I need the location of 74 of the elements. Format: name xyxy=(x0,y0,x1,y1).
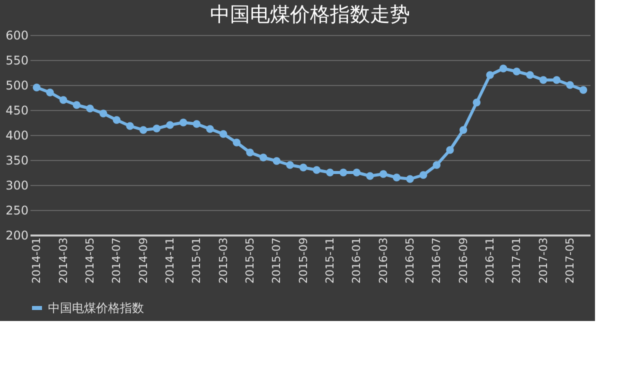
point xyxy=(339,168,348,176)
point xyxy=(406,175,414,183)
x-tick-label: 2014-09 xyxy=(136,238,150,284)
legend-label: 中国电煤价格指数 xyxy=(48,301,144,315)
point xyxy=(432,161,441,169)
point xyxy=(32,84,41,92)
y-tick-label: 600 xyxy=(6,28,28,42)
y-tick-label: 300 xyxy=(6,178,28,192)
point xyxy=(446,146,454,154)
point xyxy=(299,164,308,172)
point xyxy=(179,118,188,126)
point xyxy=(419,171,428,179)
point xyxy=(526,71,534,79)
point xyxy=(259,154,268,162)
y-tick-label: 450 xyxy=(6,104,28,118)
point xyxy=(46,88,54,96)
point xyxy=(139,126,148,134)
x-tick-label: 2017-03 xyxy=(536,238,550,284)
point xyxy=(512,68,521,76)
point xyxy=(192,120,201,128)
x-tick-label: 2014-03 xyxy=(56,238,70,284)
y-tick-label: 400 xyxy=(6,128,28,142)
x-tick-label: 2016-01 xyxy=(350,238,364,284)
point xyxy=(286,161,294,169)
point xyxy=(552,76,561,84)
point xyxy=(166,121,174,129)
x-tick-label: 2014-11 xyxy=(164,238,176,284)
point xyxy=(539,76,548,84)
x-tick-label: 2016-03 xyxy=(376,238,390,284)
point xyxy=(379,170,388,178)
point xyxy=(566,81,574,89)
y-tick-label: 350 xyxy=(6,154,28,168)
point xyxy=(72,101,81,109)
x-tick-label: 2016-07 xyxy=(430,238,444,284)
point xyxy=(392,174,401,182)
x-tick-label: 2016-05 xyxy=(404,238,416,284)
x-tick-label: 2015-01 xyxy=(190,238,204,284)
x-tick-label: 2017-05 xyxy=(564,238,576,284)
point xyxy=(326,168,334,176)
point xyxy=(499,64,508,72)
point xyxy=(152,124,161,132)
point xyxy=(126,122,134,130)
point xyxy=(579,86,588,94)
point xyxy=(86,104,94,112)
x-tick-label: 2015-11 xyxy=(324,238,336,284)
point xyxy=(459,126,468,134)
point xyxy=(352,168,361,176)
point xyxy=(272,157,281,165)
x-tick-label: 2014-07 xyxy=(110,238,124,284)
point xyxy=(99,110,108,118)
point xyxy=(312,166,321,174)
point xyxy=(59,96,68,104)
x-tick-label: 2015-07 xyxy=(270,238,284,284)
x-tick-label: 2016-09 xyxy=(456,238,470,284)
point xyxy=(206,125,214,133)
point xyxy=(112,116,121,124)
y-tick-label: 250 xyxy=(6,204,28,218)
x-tick-label: 2015-05 xyxy=(244,238,256,284)
x-tick-label: 2015-03 xyxy=(216,238,230,284)
x-tick-label: 2017-01 xyxy=(510,238,524,284)
point xyxy=(246,148,254,156)
x-tick-label: 2015-09 xyxy=(296,238,310,284)
point xyxy=(486,71,494,79)
point xyxy=(219,130,228,138)
point xyxy=(232,138,241,146)
point xyxy=(472,98,481,106)
y-tick-label: 200 xyxy=(6,228,28,242)
chart-title: 中国电煤价格指数走势 xyxy=(210,2,410,26)
x-tick-label: 2014-01 xyxy=(30,238,44,284)
y-tick-label: 550 xyxy=(6,54,28,68)
x-tick-label: 2014-05 xyxy=(84,238,96,284)
point xyxy=(366,172,374,180)
x-tick-label: 2016-11 xyxy=(484,238,496,284)
y-tick-label: 500 xyxy=(6,78,28,92)
